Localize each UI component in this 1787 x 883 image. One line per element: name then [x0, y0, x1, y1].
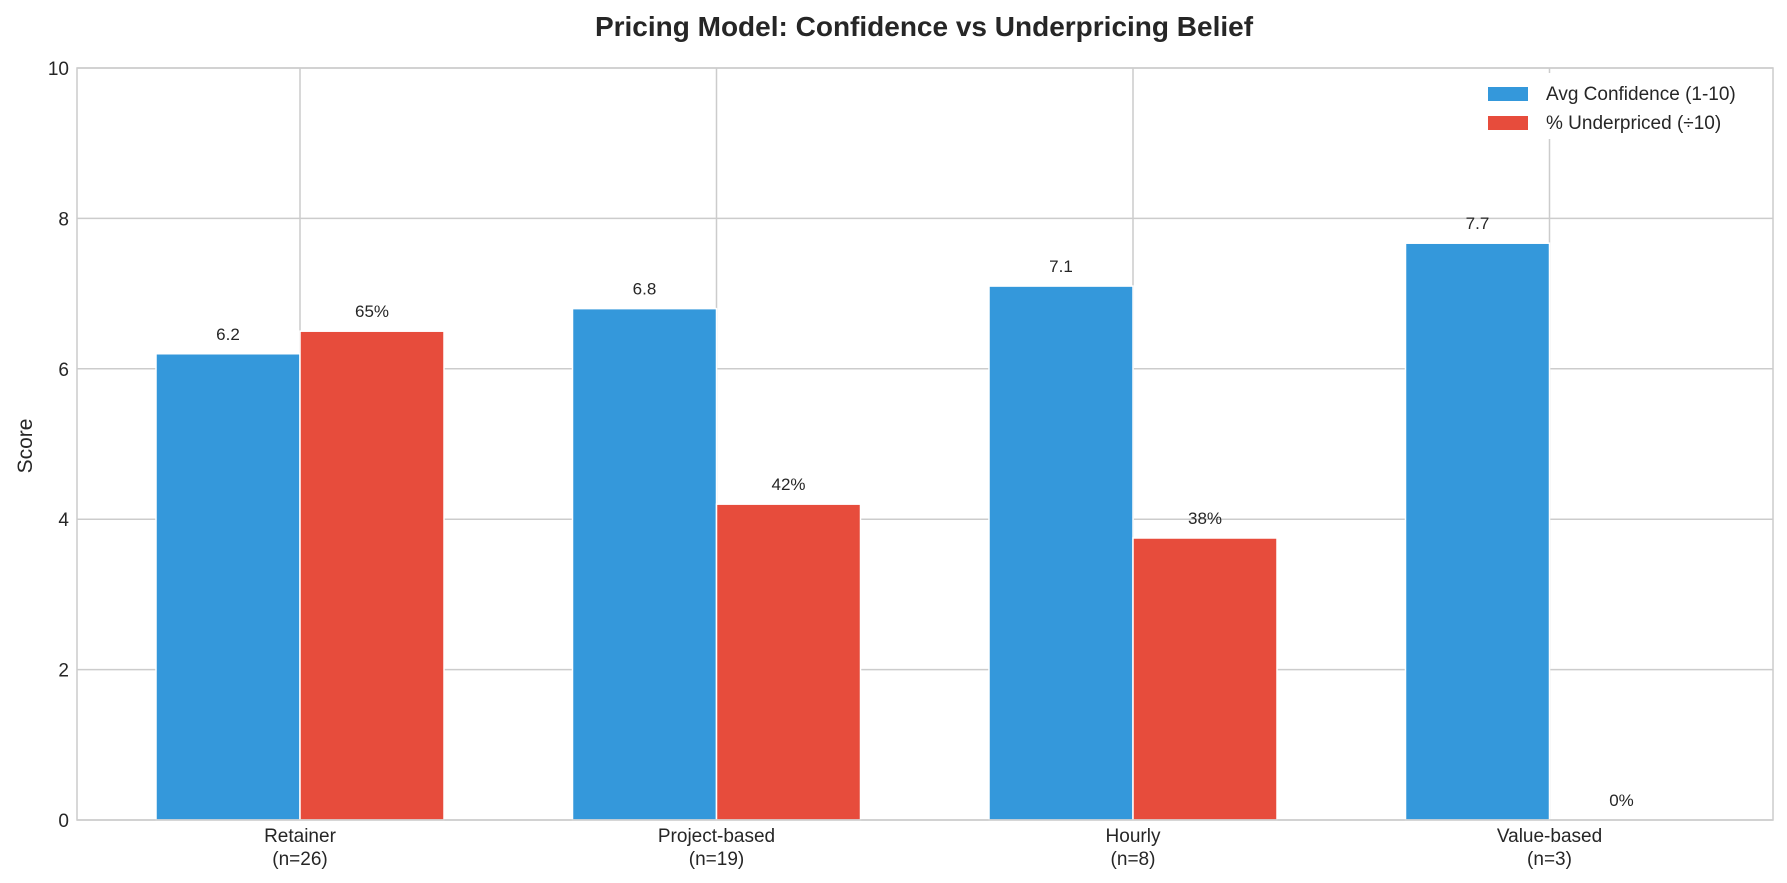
chart-title: Pricing Model: Confidence vs Underpricin…	[595, 11, 1254, 42]
data-labels: 6.2 6.8 7.1 7.7 65% 42% 38% 0%	[216, 214, 1634, 810]
x-tick-label-line: Retainer	[264, 826, 336, 847]
bars	[155, 242, 1551, 821]
legend-swatch	[1488, 87, 1528, 101]
x-tick-label-line: (n=26)	[272, 849, 327, 870]
x-tick-label-line: Value-based	[1497, 826, 1602, 847]
bar	[988, 285, 1134, 821]
bar	[571, 307, 718, 821]
bar	[299, 330, 445, 821]
y-tick-label: 8	[58, 209, 69, 230]
y-tick-label: 0	[58, 811, 69, 832]
bar	[155, 353, 301, 821]
legend-label: Avg Confidence (1-10)	[1546, 84, 1736, 105]
data-label: 6.8	[633, 280, 657, 299]
legend-swatch	[1488, 116, 1528, 130]
x-tick-label-line: Project-based	[658, 826, 775, 847]
x-tick-label-line: (n=19)	[689, 849, 744, 870]
data-label: 0%	[1609, 791, 1634, 810]
data-label: 65%	[355, 302, 389, 321]
x-tick-label-line: (n=8)	[1111, 849, 1156, 870]
y-tick-label: 2	[58, 661, 69, 682]
plot-frame	[76, 67, 1774, 821]
x-tick-label-line: Hourly	[1106, 826, 1161, 847]
data-label: 7.1	[1049, 257, 1073, 276]
x-tick-label: Value-based (n=3)	[1497, 826, 1602, 870]
axes: 0 2 4 6 8 10 Retainer (n=26) Project-based (n=19)…	[48, 59, 1774, 870]
x-tick-label: Retainer (n=26)	[264, 826, 336, 870]
legend-label: % Underpriced (÷10)	[1546, 113, 1721, 134]
data-label: 7.7	[1466, 214, 1490, 233]
bar	[715, 503, 862, 821]
data-label: 42%	[771, 475, 805, 494]
bar	[1404, 242, 1551, 821]
legend: Avg Confidence (1-10) % Underpriced (÷10)	[1480, 73, 1758, 139]
x-tick-label: Project-based (n=19)	[658, 826, 775, 870]
y-tick-label: 10	[48, 59, 69, 80]
y-axis-label: Score	[14, 419, 37, 474]
y-tick-label: 6	[58, 360, 69, 381]
bar	[1132, 537, 1278, 821]
data-label: 6.2	[216, 325, 240, 344]
data-label: 38%	[1188, 509, 1222, 528]
y-tick-label: 4	[58, 510, 69, 531]
x-tick-label: Hourly (n=8)	[1106, 826, 1161, 870]
x-tick-label-line: (n=3)	[1527, 849, 1572, 870]
